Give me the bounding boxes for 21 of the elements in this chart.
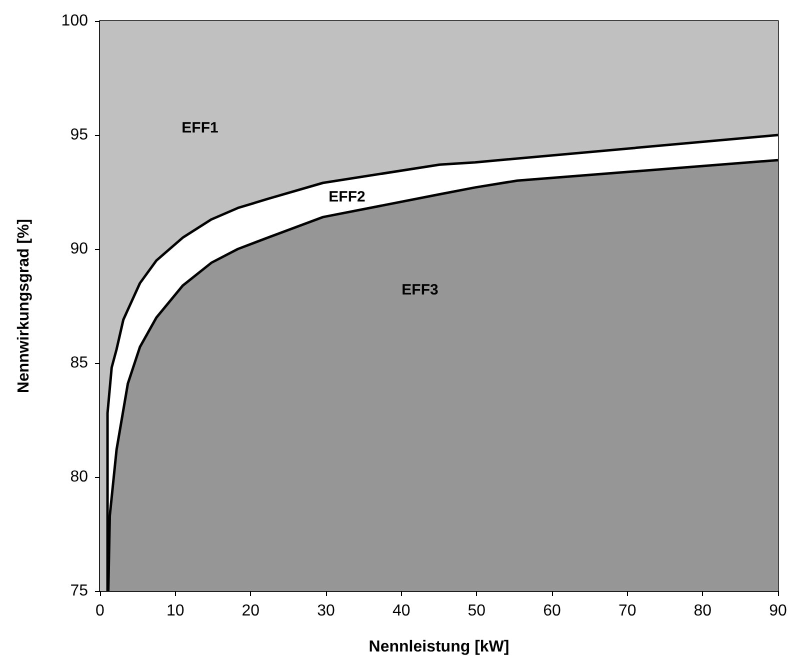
y-tick-label: 90 bbox=[70, 240, 88, 258]
y-tick-label: 75 bbox=[70, 582, 88, 600]
x-tick-label: 50 bbox=[468, 602, 486, 620]
x-tick-label: 20 bbox=[242, 602, 260, 620]
x-tick-label: 10 bbox=[166, 602, 184, 620]
y-tick-label: 85 bbox=[70, 354, 88, 372]
y-tick-label: 95 bbox=[70, 126, 88, 144]
y-tick-label: 80 bbox=[70, 468, 88, 486]
x-tick-label: 40 bbox=[392, 602, 410, 620]
x-tick-label: 30 bbox=[317, 602, 335, 620]
x-tick-label: 80 bbox=[694, 602, 712, 620]
x-tick-label: 0 bbox=[96, 602, 105, 620]
annotation: EFF1 bbox=[182, 120, 218, 136]
annotation: EFF3 bbox=[402, 282, 438, 298]
y-tick-label: 100 bbox=[61, 12, 88, 30]
x-tick-label: 90 bbox=[769, 602, 787, 620]
x-tick-label: 60 bbox=[543, 602, 561, 620]
x-axis-title: Nennleistung [kW] bbox=[368, 638, 510, 656]
y-axis-title: Nennwirkungsgrad [%] bbox=[16, 218, 32, 394]
annotation: EFF2 bbox=[328, 188, 366, 206]
x-tick-label: 70 bbox=[618, 602, 636, 620]
